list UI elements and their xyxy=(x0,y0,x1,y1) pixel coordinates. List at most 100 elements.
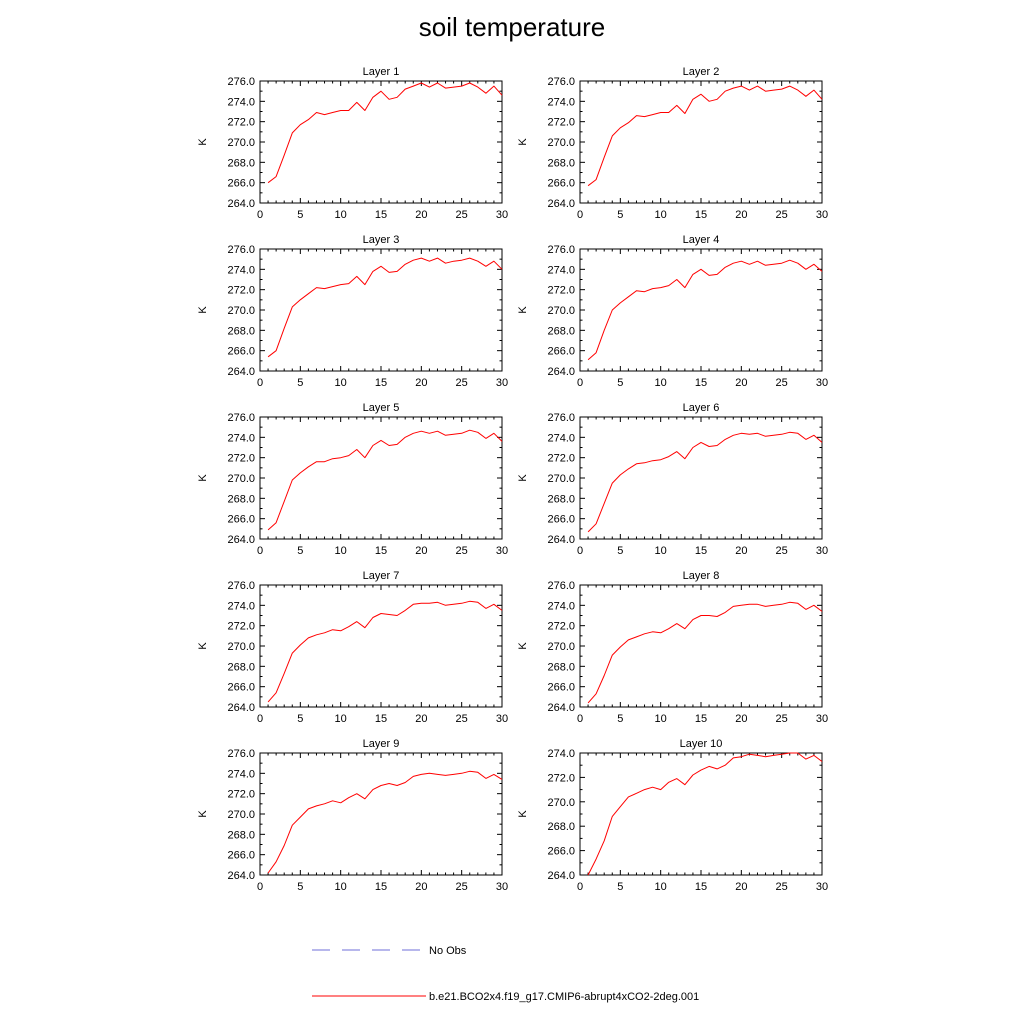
model-series-line xyxy=(587,601,823,704)
y-tick-label: 274.0 xyxy=(547,432,575,444)
model-series-line xyxy=(267,429,503,531)
plot-frame xyxy=(259,752,503,876)
panel-layer-4: Layer 4 K 0 5 10 15 20 25 30 264.0 266.0 268.0 270.0… xyxy=(517,234,828,389)
x-tick-label: 10 xyxy=(335,377,347,389)
y-tick-label: 272.0 xyxy=(547,621,575,633)
panel-title: Layer 6 xyxy=(683,402,720,414)
x-tick-label: 20 xyxy=(735,713,747,725)
x-tick-label: 25 xyxy=(776,377,788,389)
legend-model-label: b.e21.BCO2x4.f19_g17.CMIP6-abrupt4xCO2-2… xyxy=(429,991,699,1003)
x-tick-label: 25 xyxy=(776,545,788,557)
x-tick-label: 5 xyxy=(617,377,623,389)
panel-title: Layer 9 xyxy=(363,738,400,750)
y-tick-label: 266.0 xyxy=(227,178,255,190)
page-title: soil temperature xyxy=(418,12,606,42)
x-tick-label: 20 xyxy=(415,713,427,725)
x-tick-label: 10 xyxy=(655,545,667,557)
y-tick-label: 274.0 xyxy=(227,432,255,444)
y-tick-label: 272.0 xyxy=(547,117,575,129)
panel-layer-8: Layer 8 K 0 5 10 15 20 25 30 264.0 266.0 268.0 270.0… xyxy=(517,570,828,725)
y-tick-label: 276.0 xyxy=(227,580,255,592)
x-tick-label: 20 xyxy=(415,881,427,893)
x-tick-label: 10 xyxy=(655,881,667,893)
panel-layer-6: Layer 6 K 0 5 10 15 20 25 30 264.0 266.0 268.0 270.0… xyxy=(517,402,828,557)
x-tick-label: 15 xyxy=(375,713,387,725)
y-axis-label: K xyxy=(197,642,209,650)
y-tick-label: 276.0 xyxy=(227,76,255,88)
x-tick-label: 30 xyxy=(496,545,508,557)
y-tick-label: 270.0 xyxy=(227,473,255,485)
panel-title: Layer 5 xyxy=(363,402,400,414)
x-tick-label: 25 xyxy=(456,545,468,557)
panel-title: Layer 4 xyxy=(683,234,720,246)
y-tick-label: 272.0 xyxy=(227,117,255,129)
y-tick-label: 266.0 xyxy=(227,346,255,358)
x-tick-label: 20 xyxy=(735,209,747,221)
x-tick-label: 10 xyxy=(655,713,667,725)
y-tick-label: 268.0 xyxy=(227,493,255,505)
x-tick-label: 5 xyxy=(297,713,303,725)
y-tick-label: 276.0 xyxy=(227,748,255,760)
panel-title: Layer 3 xyxy=(363,234,400,246)
y-tick-label: 266.0 xyxy=(547,682,575,694)
plot-frame xyxy=(579,248,823,372)
panel-layer-1: Layer 1 K 0 5 10 15 20 25 30 264.0 266.0 268.0 270.0… xyxy=(197,66,508,221)
y-tick-label: 266.0 xyxy=(547,346,575,358)
model-series-line xyxy=(267,257,503,358)
x-tick-label: 5 xyxy=(617,881,623,893)
y-tick-label: 274.0 xyxy=(227,768,255,780)
x-tick-label: 25 xyxy=(456,881,468,893)
y-tick-label: 270.0 xyxy=(227,305,255,317)
y-tick-label: 270.0 xyxy=(227,809,255,821)
x-tick-label: 15 xyxy=(695,209,707,221)
y-tick-label: 272.0 xyxy=(227,789,255,801)
y-axis-label: K xyxy=(197,138,209,146)
y-tick-label: 268.0 xyxy=(227,829,255,841)
legend: No Obs b.e21.BCO2x4.f19_g17.CMIP6-abrupt… xyxy=(312,945,699,1003)
x-tick-label: 5 xyxy=(617,545,623,557)
x-tick-label: 10 xyxy=(335,545,347,557)
x-tick-label: 5 xyxy=(297,881,303,893)
y-tick-label: 268.0 xyxy=(547,157,575,169)
plot-frame xyxy=(579,80,823,204)
panel-title: Layer 2 xyxy=(683,66,720,78)
x-tick-label: 30 xyxy=(816,209,828,221)
y-tick-label: 270.0 xyxy=(547,473,575,485)
y-tick-label: 266.0 xyxy=(547,846,575,858)
y-axis-label: K xyxy=(197,810,209,818)
model-series-line xyxy=(587,431,823,533)
panel-layer-3: Layer 3 K 0 5 10 15 20 25 30 264.0 266.0 268.0 270.0… xyxy=(197,234,508,389)
y-tick-label: 268.0 xyxy=(227,157,255,169)
x-tick-label: 0 xyxy=(577,881,583,893)
x-tick-label: 25 xyxy=(776,881,788,893)
y-tick-label: 264.0 xyxy=(227,702,255,714)
y-tick-label: 274.0 xyxy=(227,264,255,276)
plot-frame xyxy=(259,80,503,204)
y-tick-label: 264.0 xyxy=(227,870,255,882)
x-tick-label: 30 xyxy=(816,713,828,725)
y-tick-label: 268.0 xyxy=(547,821,575,833)
x-tick-label: 0 xyxy=(257,713,263,725)
model-series-line xyxy=(587,752,823,876)
y-tick-label: 276.0 xyxy=(547,412,575,424)
panel-title: Layer 10 xyxy=(680,738,723,750)
y-tick-label: 274.0 xyxy=(547,600,575,612)
x-tick-label: 0 xyxy=(577,209,583,221)
plot-frame xyxy=(259,248,503,372)
y-tick-label: 274.0 xyxy=(547,264,575,276)
model-series-line xyxy=(267,770,503,874)
x-tick-label: 20 xyxy=(415,545,427,557)
y-tick-label: 268.0 xyxy=(227,661,255,673)
x-tick-label: 30 xyxy=(496,881,508,893)
y-tick-label: 270.0 xyxy=(227,641,255,653)
x-tick-label: 30 xyxy=(496,377,508,389)
model-series-line xyxy=(587,259,823,361)
y-tick-label: 266.0 xyxy=(227,514,255,526)
x-tick-label: 25 xyxy=(776,713,788,725)
model-series-line xyxy=(587,85,823,187)
y-axis-label: K xyxy=(517,138,529,146)
x-tick-label: 5 xyxy=(297,377,303,389)
x-tick-label: 0 xyxy=(577,377,583,389)
panel-title: Layer 7 xyxy=(363,570,400,582)
y-tick-label: 264.0 xyxy=(227,198,255,210)
